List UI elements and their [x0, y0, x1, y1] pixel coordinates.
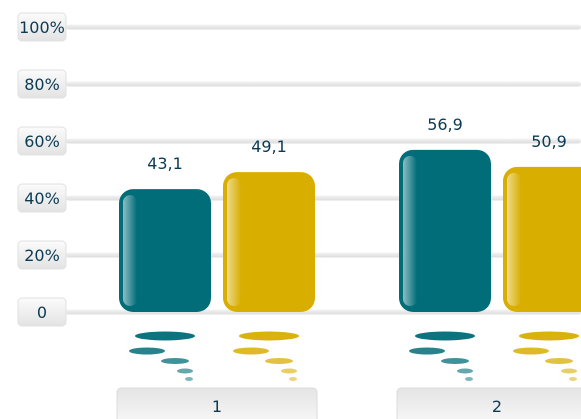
bar-reflection: [545, 358, 573, 364]
gridline: [66, 138, 581, 144]
bar: [503, 166, 581, 312]
bar-reflection: [465, 377, 473, 381]
bar-reflection: [441, 358, 469, 364]
bar-highlight: [403, 155, 417, 306]
category-box: [396, 387, 581, 419]
y-tick-box: [17, 183, 67, 213]
bar-reflection: [177, 368, 193, 374]
y-tick-label: 0: [37, 303, 47, 322]
value-label: 50,9: [531, 132, 567, 151]
bar-highlight: [507, 172, 521, 306]
bar-reflection: [457, 368, 473, 374]
bar: [223, 172, 315, 312]
bar-reflection: [233, 347, 269, 355]
bar-reflection: [135, 331, 195, 341]
gridline: [66, 81, 581, 87]
value-label: 56,9: [427, 115, 463, 134]
bar-reflection: [129, 347, 165, 355]
bar-reflection: [513, 347, 549, 355]
bar-reflection: [161, 358, 189, 364]
bar: [119, 189, 211, 312]
bar-reflection: [569, 377, 577, 381]
bar-reflection: [561, 368, 577, 374]
bar-highlight: [123, 195, 137, 306]
category-label: 2: [492, 397, 502, 416]
bar-reflection: [185, 377, 193, 381]
y-tick-box: [17, 297, 67, 327]
y-tick-box: [17, 126, 67, 156]
value-label: 49,1: [251, 137, 287, 156]
bar-reflection: [265, 358, 293, 364]
y-tick-label: 100%: [19, 18, 65, 37]
y-tick-label: 80%: [24, 75, 60, 94]
bar-reflection: [289, 377, 297, 381]
bar-reflection: [281, 368, 297, 374]
y-tick-box: [17, 12, 67, 42]
gridline: [66, 24, 581, 30]
bar-highlight: [227, 178, 241, 306]
y-tick-label: 40%: [24, 189, 60, 208]
category-label: 1: [212, 397, 222, 416]
value-label: 43,1: [147, 154, 183, 173]
bar-reflection: [519, 331, 579, 341]
category-box: [116, 387, 318, 419]
y-tick-label: 60%: [24, 132, 60, 151]
bar: [399, 149, 491, 312]
y-tick-label: 20%: [24, 246, 60, 265]
bar-reflection: [409, 347, 445, 355]
bar-reflection: [239, 331, 299, 341]
bar-reflection: [415, 331, 475, 341]
y-tick-box: [17, 240, 67, 270]
y-tick-box: [17, 69, 67, 99]
